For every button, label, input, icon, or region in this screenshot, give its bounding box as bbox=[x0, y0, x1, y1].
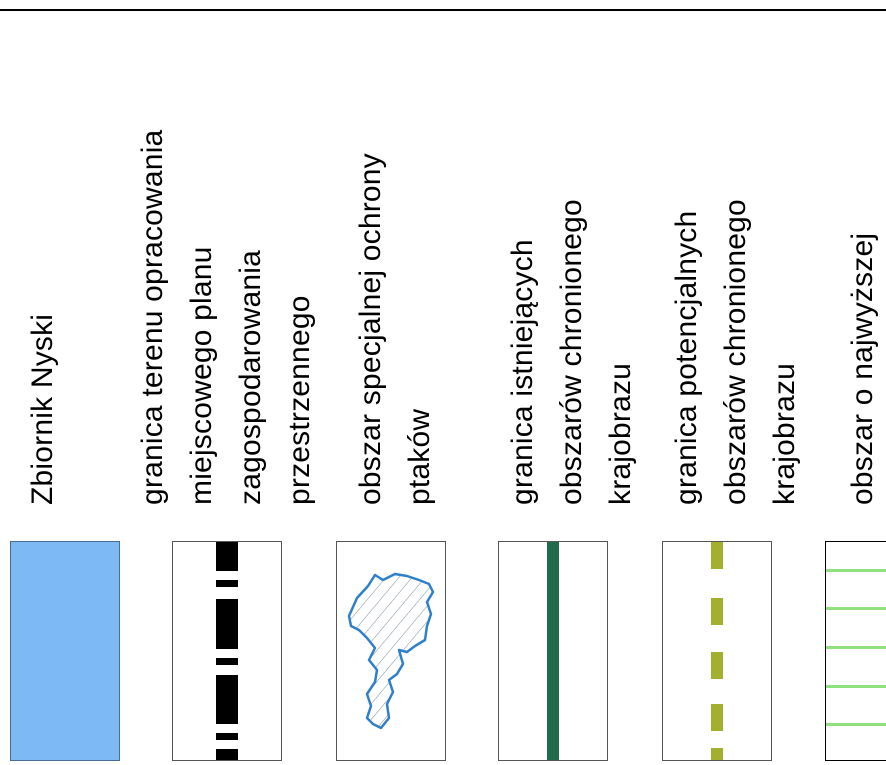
swatch-reservoir bbox=[10, 541, 120, 761]
existing-landscape-line-icon bbox=[547, 542, 559, 760]
top-border-line bbox=[0, 9, 886, 11]
swatch-bird-area bbox=[336, 541, 446, 761]
swatch-potential-landscape bbox=[662, 541, 772, 761]
plan-boundary-line-icon bbox=[216, 542, 238, 760]
highest-area-ticks-icon bbox=[826, 569, 886, 726]
label-obszar-ochrony-ptakow: obszar specjalnej ochrony ptaków bbox=[354, 153, 436, 505]
label-granica-istniejacych: granica istniejących obszarów chronioneg… bbox=[506, 199, 637, 505]
potential-landscape-dashed-line-icon bbox=[711, 542, 723, 760]
label-zbiornik-nyski: Zbiornik Nyski bbox=[26, 313, 59, 505]
swatch-highest-area bbox=[825, 541, 886, 761]
bird-area-polygon-icon bbox=[347, 572, 435, 730]
label-granica-terenu-opracowania: granica terenu opracowania miejscowego p… bbox=[136, 129, 316, 505]
swatch-existing-landscape bbox=[498, 541, 608, 761]
label-granica-potencjalnych: granica potencjalnych obszarów chronione… bbox=[670, 199, 801, 505]
label-obszar-najwyzszej: obszar o najwyższej bbox=[846, 232, 879, 505]
swatch-plan-boundary bbox=[172, 541, 282, 761]
